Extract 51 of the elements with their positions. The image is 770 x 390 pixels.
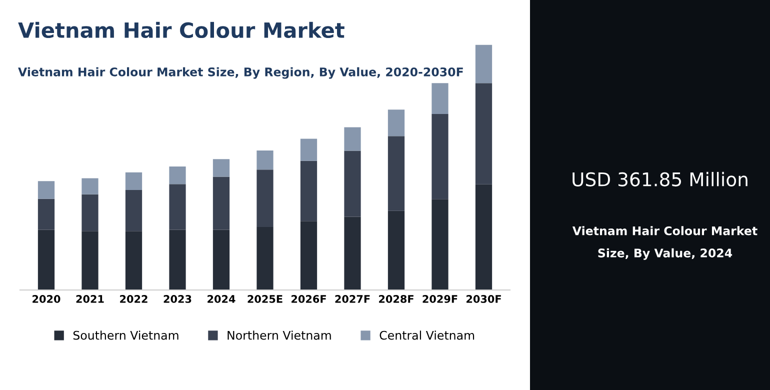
- bar: [344, 150, 361, 217]
- x-tick-label: 2025E: [248, 295, 282, 303]
- bar: [82, 194, 98, 232]
- bar: [38, 198, 55, 230]
- bar: [256, 227, 274, 290]
- bar: [38, 230, 55, 290]
- x-tick-label: 2027F: [335, 295, 370, 303]
- bar: [169, 184, 186, 230]
- x-tick-label: 2023: [164, 295, 192, 303]
- bar: [125, 190, 142, 232]
- bar: [212, 230, 230, 290]
- bar: [388, 136, 405, 211]
- text: Vietnam Hair Colour Market Size, By Region, By Value, 2020-2030F: [18, 67, 463, 79]
- bar: [344, 127, 361, 151]
- x-tick-label: 2024: [208, 295, 236, 303]
- bar: [169, 166, 186, 184]
- bar: [300, 221, 318, 290]
- x-tick-label: 2020: [32, 295, 60, 303]
- legend-label: Southern Vietnam: [73, 330, 178, 340]
- bar: [256, 150, 274, 170]
- bar: [432, 199, 448, 290]
- bar: [256, 170, 274, 228]
- bar: [432, 83, 448, 114]
- bar: [212, 159, 230, 177]
- bar: [169, 230, 186, 290]
- bar: [82, 178, 98, 194]
- bar: [388, 210, 405, 290]
- text: USD 361.85 Million: [572, 172, 748, 186]
- chart-title: Vietnam Hair Colour Market: [18, 22, 344, 38]
- x-tick-label: 2022: [120, 295, 148, 303]
- legend-label: Central Vietnam: [380, 330, 474, 340]
- bar: [125, 172, 142, 190]
- bar: [475, 83, 492, 184]
- bar: [300, 160, 318, 222]
- x-tick-label: 2028F: [379, 295, 414, 303]
- bar: [125, 231, 142, 290]
- bar: [475, 44, 492, 84]
- x-tick-label: 2029F: [422, 295, 458, 303]
- x-tick-label: 2026F: [292, 295, 326, 303]
- bar: [212, 176, 230, 230]
- text: Vietnam Hair Colour Market Size, By Value, 2024: [572, 226, 758, 260]
- bar: [475, 184, 492, 290]
- bar: [432, 114, 448, 200]
- x-tick-label: 2030F: [466, 295, 501, 303]
- bar: [82, 231, 98, 290]
- legend-label: Northern Vietnam: [228, 330, 331, 340]
- bar: [300, 138, 318, 161]
- bar: [344, 216, 361, 290]
- bar: [38, 181, 55, 199]
- x-tick-label: 2021: [76, 295, 104, 303]
- bar: [388, 110, 405, 136]
